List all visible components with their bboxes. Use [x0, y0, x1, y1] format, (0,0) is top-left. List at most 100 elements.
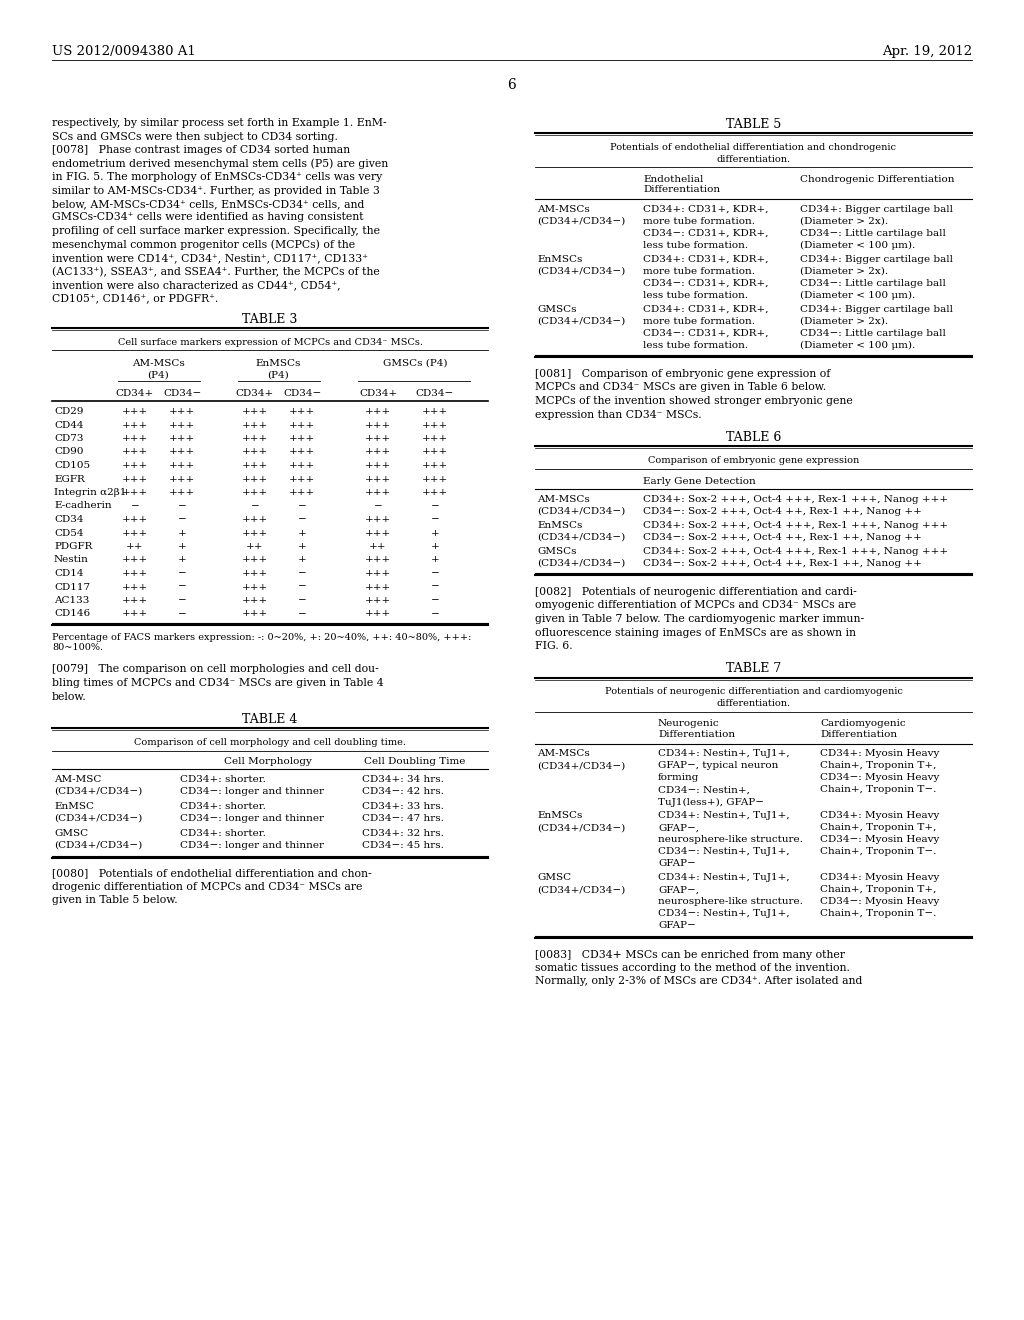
Text: +++: +++: [289, 407, 315, 416]
Text: CD34+: Nestin+, TuJ1+,: CD34+: Nestin+, TuJ1+,: [658, 750, 790, 759]
Text: GFAP−, typical neuron: GFAP−, typical neuron: [658, 762, 778, 771]
Text: AC133: AC133: [54, 597, 89, 605]
Text: CD34+: Myosin Heavy: CD34+: Myosin Heavy: [820, 750, 939, 759]
Text: Early Gene Detection: Early Gene Detection: [643, 477, 756, 486]
Text: more tube formation.: more tube formation.: [643, 317, 755, 326]
Text: EnMSCs: EnMSCs: [537, 255, 583, 264]
Text: +++: +++: [122, 582, 148, 591]
Text: CD34−: Myosin Heavy: CD34−: Myosin Heavy: [820, 898, 939, 907]
Text: +: +: [431, 543, 439, 550]
Text: ++: ++: [246, 543, 264, 550]
Text: +++: +++: [242, 515, 268, 524]
Text: −: −: [431, 515, 439, 524]
Text: −: −: [298, 582, 306, 591]
Text: +++: +++: [122, 421, 148, 429]
Text: +++: +++: [365, 461, 391, 470]
Text: CD34−: Myosin Heavy: CD34−: Myosin Heavy: [820, 836, 939, 845]
Text: CD34: CD34: [54, 515, 84, 524]
Text: Apr. 19, 2012: Apr. 19, 2012: [882, 45, 972, 58]
Text: CD34−: 42 hrs.: CD34−: 42 hrs.: [362, 787, 443, 796]
Text: +++: +++: [422, 421, 449, 429]
Text: −: −: [177, 569, 186, 578]
Text: TABLE 6: TABLE 6: [726, 432, 781, 444]
Text: neurosphere-like structure.: neurosphere-like structure.: [658, 836, 803, 845]
Text: +++: +++: [122, 434, 148, 444]
Text: +++: +++: [365, 582, 391, 591]
Text: −: −: [177, 515, 186, 524]
Text: below.: below.: [52, 692, 87, 701]
Text: GMSCs: GMSCs: [537, 305, 577, 314]
Text: Cell surface markers expression of MCPCs and CD34⁻ MSCs.: Cell surface markers expression of MCPCs…: [118, 338, 423, 347]
Text: +: +: [431, 528, 439, 537]
Text: (CD34+/CD34−): (CD34+/CD34−): [537, 317, 626, 326]
Text: +: +: [298, 556, 306, 565]
Text: [0082]   Potentials of neurogenic differentiation and cardi-: [0082] Potentials of neurogenic differen…: [535, 587, 857, 597]
Text: CD34−: 47 hrs.: CD34−: 47 hrs.: [362, 814, 443, 822]
Text: +++: +++: [169, 474, 196, 483]
Text: +: +: [177, 528, 186, 537]
Text: EnMSCs: EnMSCs: [537, 521, 583, 531]
Text: respectively, by similar process set forth in Example 1. EnM-: respectively, by similar process set for…: [52, 117, 387, 128]
Text: MCPCs of the invention showed stronger embryonic gene: MCPCs of the invention showed stronger e…: [535, 396, 853, 407]
Text: +++: +++: [242, 421, 268, 429]
Text: (Diameter > 2x).: (Diameter > 2x).: [800, 267, 888, 276]
Text: PDGFR: PDGFR: [54, 543, 92, 550]
Text: CD34−: CD34−: [416, 389, 454, 399]
Text: CD34+: CD34+: [116, 389, 155, 399]
Text: −: −: [177, 610, 186, 619]
Text: TABLE 4: TABLE 4: [243, 713, 298, 726]
Text: +++: +++: [169, 488, 196, 498]
Text: GMSC: GMSC: [537, 874, 571, 883]
Text: Chain+, Troponin T+,: Chain+, Troponin T+,: [820, 824, 936, 833]
Text: CD34−: CD31+, KDR+,: CD34−: CD31+, KDR+,: [643, 279, 768, 288]
Text: +++: +++: [242, 461, 268, 470]
Text: CD34−: Sox-2 +++, Oct-4 ++, Rex-1 ++, Nanog ++: CD34−: Sox-2 +++, Oct-4 ++, Rex-1 ++, Na…: [643, 558, 922, 568]
Text: +++: +++: [169, 447, 196, 457]
Text: +++: +++: [169, 407, 196, 416]
Text: +: +: [298, 528, 306, 537]
Text: Endothelial
Differentiation: Endothelial Differentiation: [643, 176, 720, 194]
Text: CD34−: Little cartilage ball: CD34−: Little cartilage ball: [800, 329, 946, 338]
Text: +++: +++: [242, 597, 268, 605]
Text: [0081]   Comparison of embryonic gene expression of: [0081] Comparison of embryonic gene expr…: [535, 370, 830, 379]
Text: CD34−: CD31+, KDR+,: CD34−: CD31+, KDR+,: [643, 228, 768, 238]
Text: +++: +++: [242, 434, 268, 444]
Text: +++: +++: [122, 528, 148, 537]
Text: omyogenic differentiation of MCPCs and CD34⁻ MSCs are: omyogenic differentiation of MCPCs and C…: [535, 601, 856, 610]
Text: +++: +++: [242, 407, 268, 416]
Text: somatic tissues according to the method of the invention.: somatic tissues according to the method …: [535, 964, 850, 973]
Text: +++: +++: [122, 515, 148, 524]
Text: −: −: [431, 597, 439, 605]
Text: AM-MSCs: AM-MSCs: [537, 205, 590, 214]
Text: GFAP−,: GFAP−,: [658, 886, 699, 895]
Text: +++: +++: [422, 461, 449, 470]
Text: Cell Morphology: Cell Morphology: [224, 756, 312, 766]
Text: +++: +++: [422, 474, 449, 483]
Text: −: −: [298, 597, 306, 605]
Text: +++: +++: [242, 488, 268, 498]
Text: Neurogenic
Differentiation: Neurogenic Differentiation: [658, 719, 735, 739]
Text: endometrium derived mesenchymal stem cells (P5) are given: endometrium derived mesenchymal stem cel…: [52, 158, 388, 169]
Text: +++: +++: [289, 474, 315, 483]
Text: Comparison of embryonic gene expression: Comparison of embryonic gene expression: [648, 455, 859, 465]
Text: CD34+: CD34+: [236, 389, 274, 399]
Text: Cell Doubling Time: Cell Doubling Time: [365, 756, 466, 766]
Text: +++: +++: [169, 421, 196, 429]
Text: below, AM-MSCs-CD34⁺ cells, EnMSCs-CD34⁺ cells, and: below, AM-MSCs-CD34⁺ cells, EnMSCs-CD34⁺…: [52, 199, 365, 209]
Text: Chain+, Troponin T−.: Chain+, Troponin T−.: [820, 909, 936, 919]
Text: TABLE 3: TABLE 3: [243, 313, 298, 326]
Text: CD34−: CD34−: [283, 389, 322, 399]
Text: +: +: [298, 543, 306, 550]
Text: +++: +++: [122, 556, 148, 565]
Text: Cardiomyogenic
Differentiation: Cardiomyogenic Differentiation: [820, 719, 905, 739]
Text: expression than CD34⁻ MSCs.: expression than CD34⁻ MSCs.: [535, 409, 701, 420]
Text: Chain+, Troponin T+,: Chain+, Troponin T+,: [820, 762, 936, 771]
Text: profiling of cell surface marker expression. Specifically, the: profiling of cell surface marker express…: [52, 226, 380, 236]
Text: +++: +++: [365, 515, 391, 524]
Text: Chain+, Troponin T+,: Chain+, Troponin T+,: [820, 886, 936, 895]
Text: (P4): (P4): [147, 371, 169, 380]
Text: CD105⁺, CD146⁺, or PDGFR⁺.: CD105⁺, CD146⁺, or PDGFR⁺.: [52, 293, 218, 304]
Text: CD34+: shorter.: CD34+: shorter.: [180, 829, 266, 838]
Text: (CD34+/CD34−): (CD34+/CD34−): [537, 507, 626, 516]
Text: −: −: [177, 502, 186, 511]
